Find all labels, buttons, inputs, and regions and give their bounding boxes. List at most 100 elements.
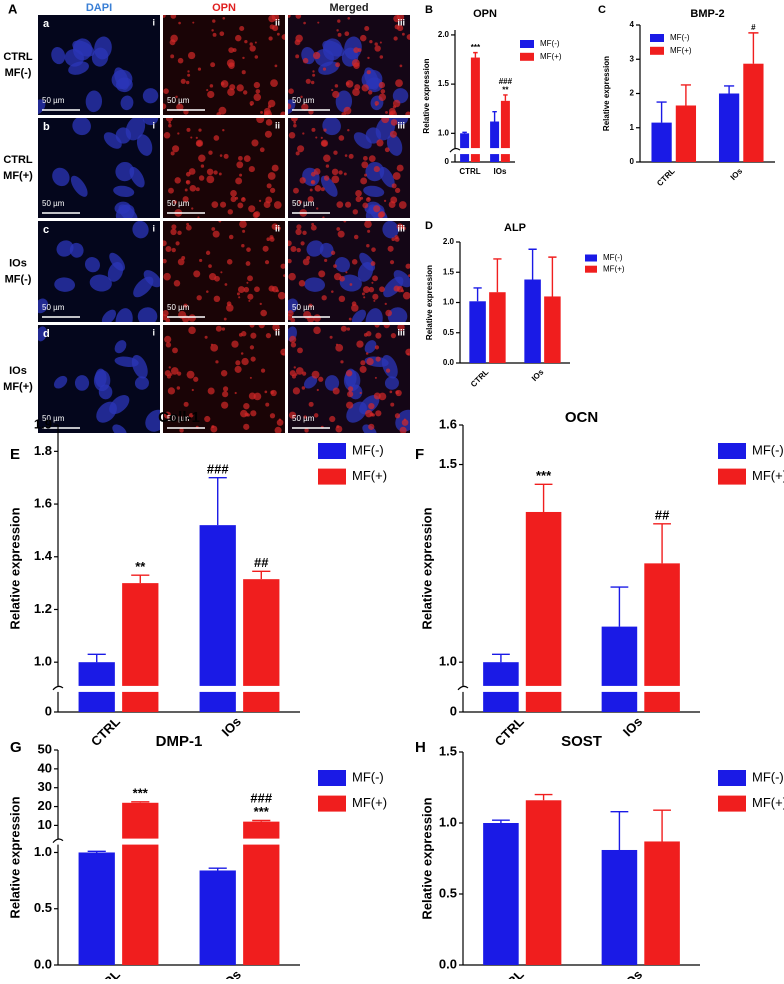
bar: [483, 823, 519, 965]
speck: [367, 56, 370, 60]
nucleus: [320, 175, 338, 197]
speck: [395, 79, 403, 87]
nucleus: [136, 134, 153, 156]
speck: [331, 89, 334, 92]
numeral: ii: [275, 327, 280, 337]
bar: [460, 133, 470, 149]
bar: [544, 296, 561, 363]
speck: [296, 224, 302, 230]
speck: [400, 225, 405, 229]
panel-label: C: [598, 4, 606, 16]
speck: [340, 325, 347, 332]
speck: [329, 415, 336, 423]
speck: [213, 135, 220, 141]
speck: [280, 111, 285, 115]
speck: [196, 295, 202, 301]
numeral: ii: [275, 17, 280, 27]
speck: [243, 403, 250, 410]
speck: [289, 335, 297, 343]
speck: [266, 237, 271, 242]
speck: [378, 81, 386, 89]
speck: [264, 390, 268, 394]
row-label: CTRL: [3, 154, 33, 166]
chart-title: SOST: [561, 733, 602, 750]
x-tick-label: IOs: [620, 714, 645, 739]
speck: [212, 230, 220, 238]
speck: [228, 47, 235, 54]
speck: [254, 41, 257, 44]
speck: [374, 376, 377, 379]
speck: [187, 51, 196, 60]
speck: [197, 216, 200, 218]
speck: [226, 259, 233, 265]
speck: [311, 127, 316, 132]
speck: [260, 309, 267, 317]
speck: [343, 221, 347, 223]
nucleus: [379, 166, 395, 188]
micrograph: [38, 15, 160, 115]
micrograph-content: [288, 118, 409, 218]
bar: [199, 691, 236, 712]
speck: [337, 230, 345, 238]
speck: [373, 299, 376, 302]
speck: [313, 413, 319, 418]
legend-swatch: [718, 770, 746, 786]
chart-title: DMP-1: [156, 733, 203, 750]
significance-label: ##: [655, 507, 670, 522]
speck: [330, 250, 336, 256]
y-tick-label: 0.5: [34, 900, 52, 915]
speck: [220, 370, 228, 377]
speck: [401, 289, 404, 293]
speck: [391, 237, 396, 242]
speck: [313, 314, 321, 322]
bar: [78, 662, 115, 686]
chart-title: Coll-1: [158, 409, 200, 426]
x-tick-label: CTRL: [655, 166, 677, 188]
speck: [170, 228, 177, 236]
column-header: OPN: [212, 2, 236, 14]
speck: [372, 275, 378, 282]
y-tick-label: 0.5: [439, 885, 457, 900]
speck: [335, 343, 344, 352]
speck: [241, 243, 245, 248]
speck: [223, 317, 227, 321]
row-label: CTRL: [3, 51, 33, 63]
speck: [267, 172, 276, 180]
error-bar: [503, 94, 508, 101]
bar: [122, 844, 159, 965]
speck: [288, 103, 292, 110]
panel-label: E: [10, 446, 20, 463]
speck: [190, 136, 193, 139]
row-label: MF(-): [5, 273, 32, 285]
speck: [312, 70, 315, 73]
scale-bar-label: 50 µm: [292, 96, 315, 105]
speck: [394, 187, 401, 193]
speck: [280, 263, 285, 269]
speck: [316, 207, 319, 210]
speck: [378, 392, 387, 401]
speck: [338, 135, 345, 141]
bar: [199, 525, 236, 686]
speck: [276, 32, 280, 36]
speck: [401, 32, 405, 36]
speck: [263, 111, 269, 115]
significance-label: ***: [471, 43, 481, 52]
speck: [288, 240, 292, 247]
nucleus: [112, 424, 127, 433]
error-bar: [534, 483, 553, 512]
error-bar: [252, 819, 271, 822]
micrograph: [38, 325, 160, 433]
speck: [318, 270, 326, 278]
nucleus: [134, 376, 149, 390]
speck: [366, 331, 372, 337]
speck: [343, 106, 352, 115]
speck: [272, 325, 280, 331]
bar: [243, 579, 280, 686]
significance-label: ###: [499, 77, 513, 86]
speck: [294, 373, 298, 376]
speck: [268, 36, 273, 41]
y-tick-label: 10: [38, 817, 52, 832]
y-tick-label: 0.0: [439, 956, 457, 971]
speck: [249, 45, 256, 52]
speck: [360, 360, 366, 366]
